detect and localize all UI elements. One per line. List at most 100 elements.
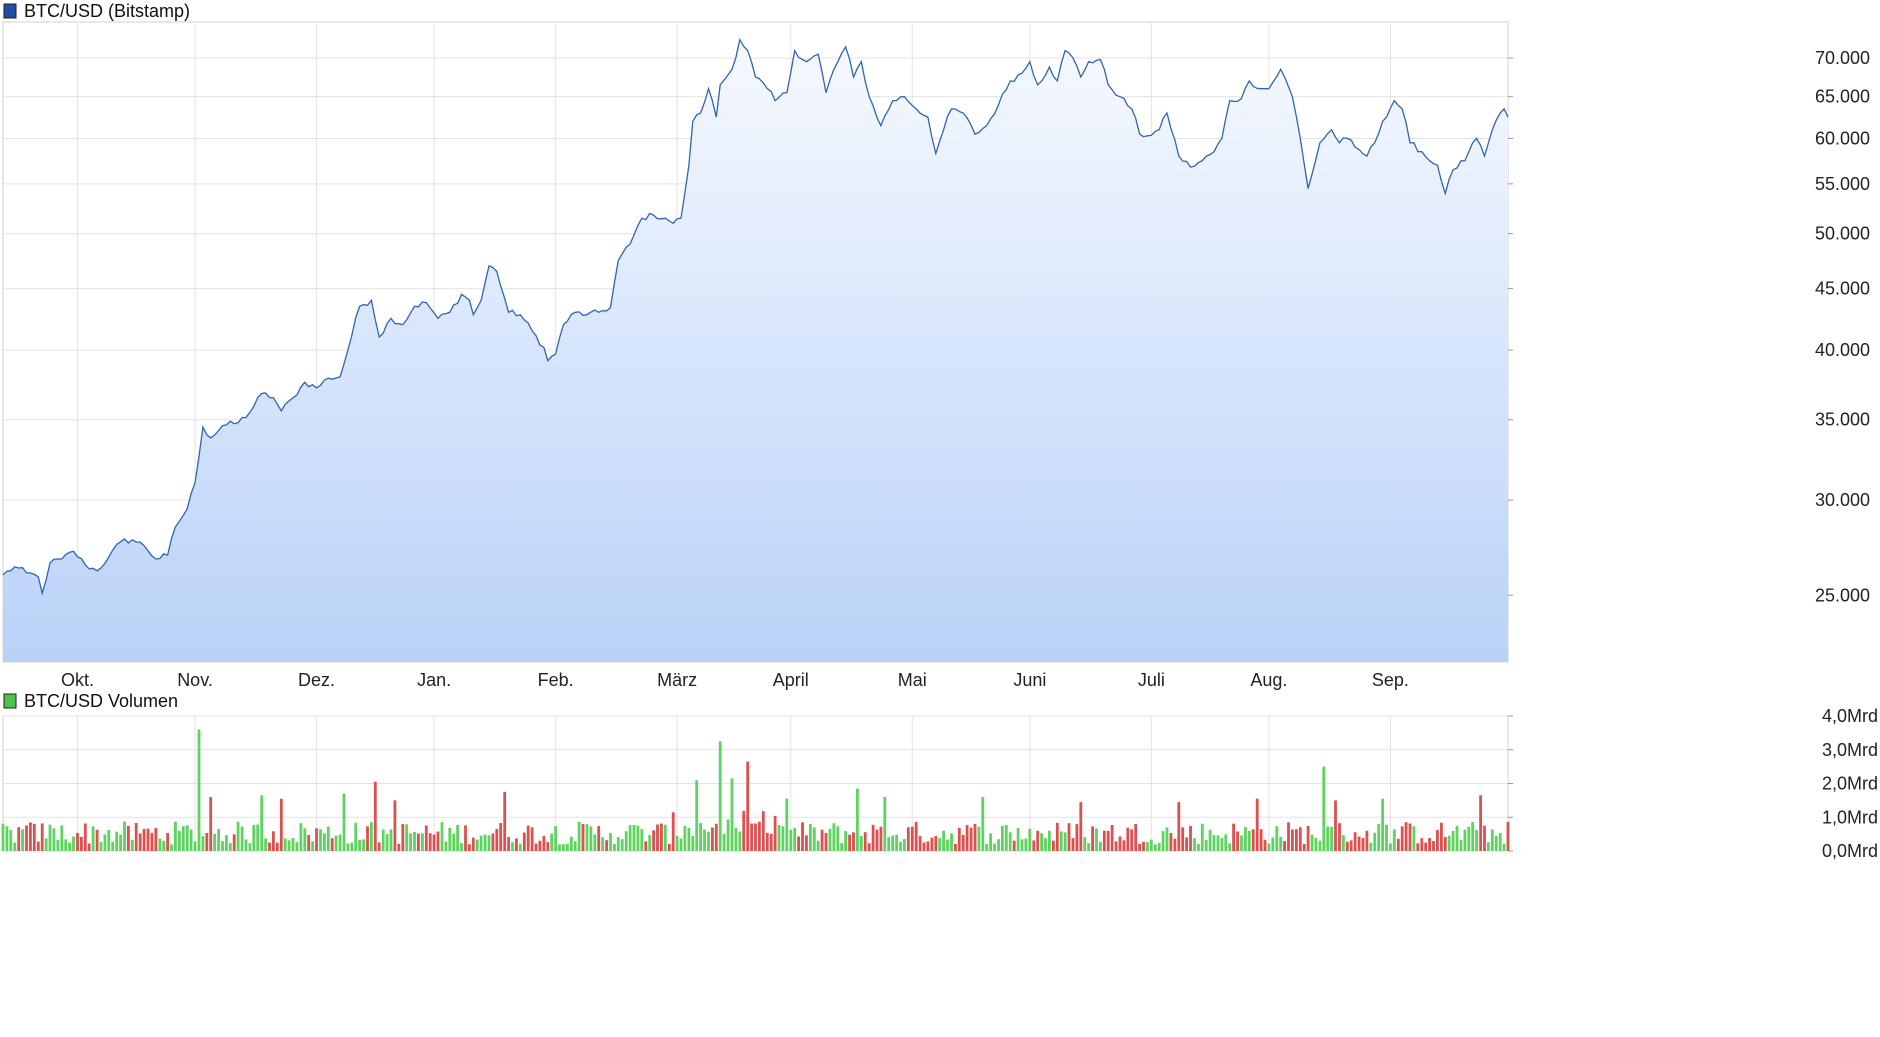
- volume-bar: [758, 821, 761, 851]
- volume-bar: [918, 835, 922, 851]
- volume-bar: [138, 833, 142, 851]
- volume-bar: [32, 823, 36, 851]
- price-y-tick-label: 40.000: [1815, 340, 1870, 360]
- volume-bar: [660, 823, 663, 851]
- volume-bar: [1275, 826, 1279, 851]
- volume-chart-title: BTC/USD Volumen: [24, 691, 178, 711]
- volume-bar: [127, 826, 130, 851]
- volume-bar: [601, 837, 605, 851]
- volume-bar: [1396, 838, 1400, 851]
- volume-bar: [550, 833, 554, 851]
- volume-bar: [1232, 823, 1236, 851]
- volume-bar: [522, 832, 526, 851]
- volume-bar: [589, 826, 593, 851]
- volume-bar: [1228, 843, 1232, 851]
- price-y-tick-label: 25.000: [1815, 585, 1870, 605]
- volume-bar: [1381, 798, 1385, 851]
- volume-bar: [1052, 840, 1055, 851]
- volume-bar: [1302, 844, 1306, 851]
- price-y-tick-label: 45.000: [1815, 279, 1870, 299]
- volume-bar: [95, 829, 99, 851]
- volume-bar: [820, 829, 824, 851]
- volume-bar: [534, 843, 538, 851]
- volume-bar: [1240, 835, 1243, 851]
- volume-bar: [373, 781, 377, 851]
- month-label: Juli: [1138, 670, 1165, 690]
- volume-bar: [1428, 838, 1432, 851]
- volume-bar: [526, 825, 530, 851]
- volume-bar: [1028, 828, 1032, 851]
- month-label: Aug.: [1250, 670, 1287, 690]
- volume-bar: [303, 828, 307, 851]
- month-label: Nov.: [177, 670, 213, 690]
- volume-y-tick-label: 3,0Mrd: [1822, 740, 1878, 760]
- volume-bar: [566, 843, 569, 851]
- price-y-tick-label: 50.000: [1815, 224, 1870, 244]
- volume-bar: [275, 842, 279, 851]
- volume-bar: [256, 824, 260, 851]
- volume-bar: [636, 825, 640, 851]
- volume-bar: [1247, 830, 1251, 851]
- volume-bar: [1357, 836, 1361, 851]
- volume-bar: [930, 837, 934, 851]
- volume-bar: [703, 829, 706, 851]
- volume-bar: [679, 838, 683, 851]
- volume-bar: [1197, 843, 1200, 851]
- volume-bar: [809, 823, 812, 851]
- price-y-tick-label: 60.000: [1815, 128, 1870, 148]
- volume-bar: [1008, 832, 1012, 851]
- volume-bar: [1455, 825, 1459, 851]
- volume-bar: [1267, 843, 1271, 851]
- volume-bar: [1032, 840, 1036, 851]
- volume-bar: [260, 795, 264, 851]
- volume-bar: [1177, 802, 1181, 851]
- volume-bar: [652, 830, 656, 851]
- volume-bar: [1506, 821, 1510, 851]
- volume-bar: [981, 797, 985, 851]
- volume-bar: [761, 811, 765, 851]
- volume-bar: [1067, 823, 1071, 851]
- volume-bar: [381, 829, 385, 851]
- volume-bar: [1443, 837, 1447, 851]
- volume-bar: [1165, 827, 1169, 851]
- volume-bar: [887, 837, 891, 851]
- volume-bar: [244, 839, 248, 851]
- volume-bar: [1365, 830, 1369, 851]
- volume-bar: [1059, 831, 1063, 851]
- volume-bar: [711, 827, 714, 851]
- volume-bar: [1169, 833, 1173, 851]
- volume-bar: [856, 788, 859, 851]
- volume-bar: [377, 842, 381, 851]
- volume-bar: [1189, 826, 1192, 851]
- volume-bar: [1342, 835, 1345, 851]
- volume-bar: [883, 797, 887, 851]
- volume-bar: [989, 833, 993, 851]
- volume-bar: [366, 826, 369, 851]
- volume-bar: [1048, 830, 1051, 851]
- volume-y-tick-label: 4,0Mrd: [1822, 706, 1878, 726]
- volume-bar: [1361, 838, 1365, 851]
- volume-bar: [616, 837, 620, 851]
- volume-bar: [1412, 826, 1416, 851]
- volume-bar: [1330, 826, 1334, 851]
- volume-bar: [620, 839, 624, 851]
- volume-bar: [475, 839, 479, 851]
- volume-bar: [1271, 837, 1275, 851]
- volume-bar: [83, 823, 87, 851]
- volume-bar: [573, 841, 577, 851]
- volume-bar: [957, 827, 961, 851]
- volume-bar: [581, 824, 585, 851]
- volume-bar: [879, 826, 883, 851]
- volume-bar: [961, 834, 965, 851]
- volume-bar: [558, 844, 561, 851]
- volume-bar: [1063, 832, 1067, 851]
- volume-bar: [166, 833, 170, 851]
- volume-bar: [969, 827, 973, 851]
- volume-bar: [1322, 766, 1326, 851]
- volume-bar: [1483, 825, 1486, 851]
- volume-bar: [910, 826, 914, 851]
- volume-bar: [1083, 837, 1087, 851]
- month-label: Mai: [898, 670, 927, 690]
- volume-bar: [605, 840, 609, 851]
- volume-bar: [950, 833, 953, 851]
